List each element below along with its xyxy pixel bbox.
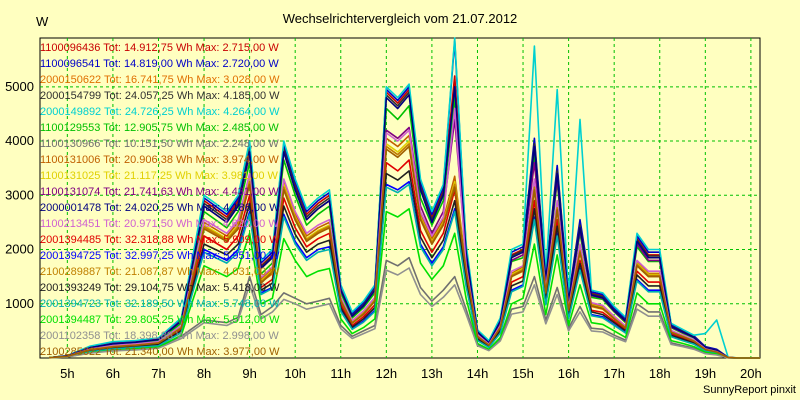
legend-item: 1100131025 Tot: 21.117,25 Wh Max: 3.981,…: [40, 170, 278, 182]
legend-item: 2001394723 Tot: 32.189,50 Wh Max: 5.748,…: [40, 298, 280, 310]
x-tick-label: 10h: [284, 366, 306, 381]
series-line: [49, 183, 760, 359]
y-tick-label: 1000: [5, 296, 34, 311]
plot-area: [39, 37, 761, 359]
x-tick-label: 6h: [106, 366, 120, 381]
y-tick-label: 5000: [5, 79, 34, 94]
legend-item: 1100096541 Tot: 14.819,00 Wh Max: 2.720,…: [40, 58, 279, 70]
x-tick-label: 12h: [375, 366, 397, 381]
legend-item: 1100131074 Tot: 21.741,63 Wh Max: 4.431,…: [40, 186, 279, 198]
x-tick-label: 19h: [694, 366, 716, 381]
x-tick-label: 7h: [151, 366, 165, 381]
legend-item: 1100213451 Tot: 20.971,50 Wh Max: 4.620,…: [40, 218, 279, 230]
series-line: [49, 86, 760, 359]
legend-item: 2000150622 Tot: 16.741,75 Wh Max: 3.028,…: [40, 74, 280, 86]
x-tick-label: 16h: [558, 366, 580, 381]
x-tick-label: 15h: [512, 366, 534, 381]
legend-item: 1100129553 Tot: 12.905,75 Wh Max: 2.485,…: [40, 122, 279, 134]
legend-item: 2001394725 Tot: 32.997,25 Wh Max: 5.951,…: [40, 250, 280, 262]
legend-item: 2100285622 Tot: 21.340,00 Wh Max: 3.977,…: [40, 346, 280, 358]
series-line: [49, 96, 760, 359]
legend-item: 2000149892 Tot: 24.726,25 Wh Max: 4.264,…: [40, 106, 280, 118]
y-tick-label: 3000: [5, 187, 34, 202]
y-tick-label: 4000: [5, 133, 34, 148]
chart-title: Wechselrichtervergleich vom 21.07.2012: [282, 11, 518, 26]
legend: 1100096436 Tot: 14.912,75 Wh Max: 2.715,…: [40, 40, 280, 360]
series-line: [49, 170, 760, 359]
x-tick-label: 11h: [330, 366, 351, 381]
series-line: [49, 208, 760, 359]
legend-item: 1100130966 Tot: 10.151,50 Wh Max: 2.248,…: [40, 138, 279, 150]
legend-item: 2000001478 Tot: 24.020,25 Wh Max: 4.186,…: [40, 202, 280, 214]
series-line: [49, 267, 760, 359]
series-line: [49, 256, 760, 359]
x-tick-label: 9h: [242, 366, 256, 381]
legend-item: 2001393249 Tot: 29.104,75 Wh Max: 5.418,…: [40, 282, 280, 294]
series-line: [49, 107, 760, 359]
legend-item: 1100131006 Tot: 20.906,38 Wh Max: 3.974,…: [40, 154, 279, 166]
x-tick-label: 13h: [421, 366, 443, 381]
x-tick-label: 17h: [603, 366, 625, 381]
y-axis-unit: W: [36, 14, 49, 29]
y-tick-label: 2000: [5, 242, 34, 257]
x-tick-label: 14h: [467, 366, 489, 381]
x-tick-label: 5h: [60, 366, 74, 381]
credit-text: SunnyReport pinxit: [703, 384, 796, 396]
legend-item: 2000154799 Tot: 24.057,25 Wh Max: 4.185,…: [40, 90, 280, 102]
x-tick-label: 8h: [197, 366, 211, 381]
legend-item: 1100096436 Tot: 14.912,75 Wh Max: 2.715,…: [40, 42, 279, 54]
series-line: [49, 145, 760, 359]
legend-item: 2100289887 Tot: 21.087,87 Wh Max: 4.031,…: [40, 266, 280, 278]
series-line: [49, 159, 760, 359]
legend-item: 2001102358 Tot: 18.398,88 Wh Max: 2.998,…: [40, 330, 279, 342]
x-tick-label: 18h: [649, 366, 671, 381]
x-tick-label: 20h: [740, 366, 762, 381]
legend-item: 2001394485 Tot: 32.318,88 Wh Max: 5.909,…: [40, 234, 280, 246]
legend-item: 2001394487 Tot: 29.805,25 Wh Max: 5.512,…: [40, 314, 280, 326]
series-line: [49, 37, 760, 359]
